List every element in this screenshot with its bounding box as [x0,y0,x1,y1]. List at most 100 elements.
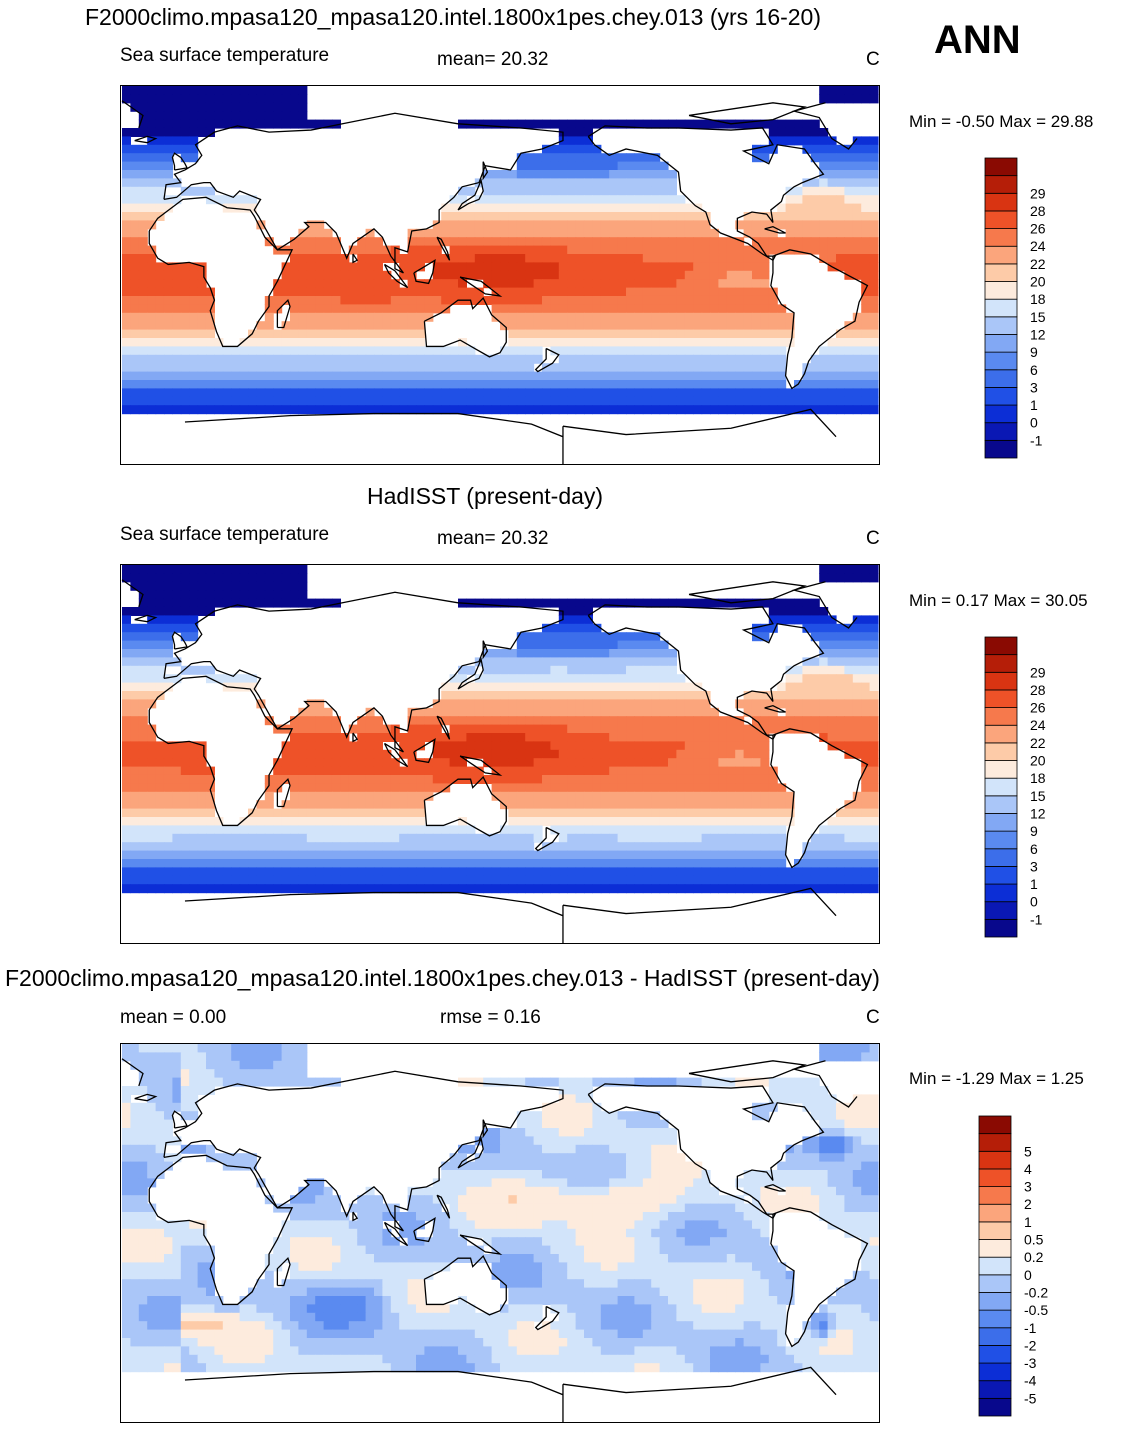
field-cell [331,791,341,801]
field-cell [458,396,467,406]
field-cell [214,119,224,129]
field-cell [668,262,677,272]
field-cell [357,312,367,322]
field-cell [718,741,728,751]
field-cell [130,674,140,684]
colorbar-tick-label: 24 [1030,717,1046,733]
field-cell [205,665,215,675]
field-cell [600,758,610,768]
field-cell [130,867,140,877]
field-cell [180,850,190,860]
field-cell [474,699,484,709]
field-cell [726,245,736,255]
field-cell [483,212,493,221]
field-cell [281,867,291,877]
field-cell [642,665,652,675]
field-cell [861,94,871,104]
field-cell [214,405,224,415]
field-cell [525,363,535,373]
field-cell [273,380,283,389]
field-cell [222,346,232,356]
field-cell [642,195,652,205]
field-cell [684,766,694,776]
field-cell [239,337,249,347]
field-cell [390,850,400,860]
colorbar-tick-label: 1 [1030,397,1038,413]
field-cell [550,766,560,776]
field-cell [827,161,837,171]
field-cell [751,623,761,633]
field-cell [331,329,341,339]
field-cell [735,884,745,894]
field-cell [222,119,232,129]
field-cell [390,388,400,398]
field-cell [525,245,535,255]
field-cell [583,371,593,381]
field-cell [802,178,812,188]
field-cell [239,371,249,381]
field-cell [172,136,182,146]
field-cell [147,396,157,406]
field-cell [373,254,383,263]
field-cell [541,279,551,289]
field-cell [592,363,602,373]
colorbar-tick-label: 6 [1030,362,1038,378]
field-cell [760,354,770,364]
field-cell [592,783,602,793]
field-cell [575,363,585,373]
field-cell [516,884,526,894]
field-cell [735,337,745,347]
field-cell [861,270,871,280]
field-cell [373,791,383,801]
field-cell [373,774,383,784]
field-cell [315,749,325,759]
field-cell [441,833,451,843]
field-cell [222,354,232,364]
field-cell [634,346,644,356]
field-cell [869,136,879,146]
field-cell [466,287,476,297]
field-cell [290,565,299,574]
field-cell [516,212,526,221]
field-cell [172,127,182,137]
field-cell [365,783,375,793]
field-cell [239,363,249,373]
field-cell [550,859,560,868]
field-cell [382,791,392,801]
field-cell [491,691,501,700]
field-cell [373,875,383,885]
field-cell [668,337,677,347]
field-cell [550,640,560,650]
field-cell [852,640,862,650]
field-cell [718,716,728,726]
field-cell [147,859,157,868]
field-cell [323,287,333,297]
field-cell [197,590,207,600]
field-cell [634,329,644,339]
field-cell [357,321,367,331]
field-cell [298,270,308,280]
field-cell [147,304,157,314]
field-cell [861,178,871,188]
field-cell [315,295,325,305]
field-cell [819,161,829,171]
field-cell [516,648,526,658]
field-cell [567,304,577,314]
field-cell [399,329,409,339]
field-cell [500,648,509,658]
field-cell [668,648,677,658]
field-cell [617,354,627,364]
field-cell [592,186,602,196]
field-cell [609,312,619,322]
field-cell [180,396,190,406]
field-cell [189,287,199,297]
field-cell [852,186,862,196]
field-cell [768,363,778,373]
field-cell [315,733,325,742]
field-cell [617,665,627,675]
field-cell [525,195,535,205]
field-cell [844,850,854,860]
field-cell [600,716,610,726]
field-cell [432,859,442,868]
field-cell [315,254,325,263]
